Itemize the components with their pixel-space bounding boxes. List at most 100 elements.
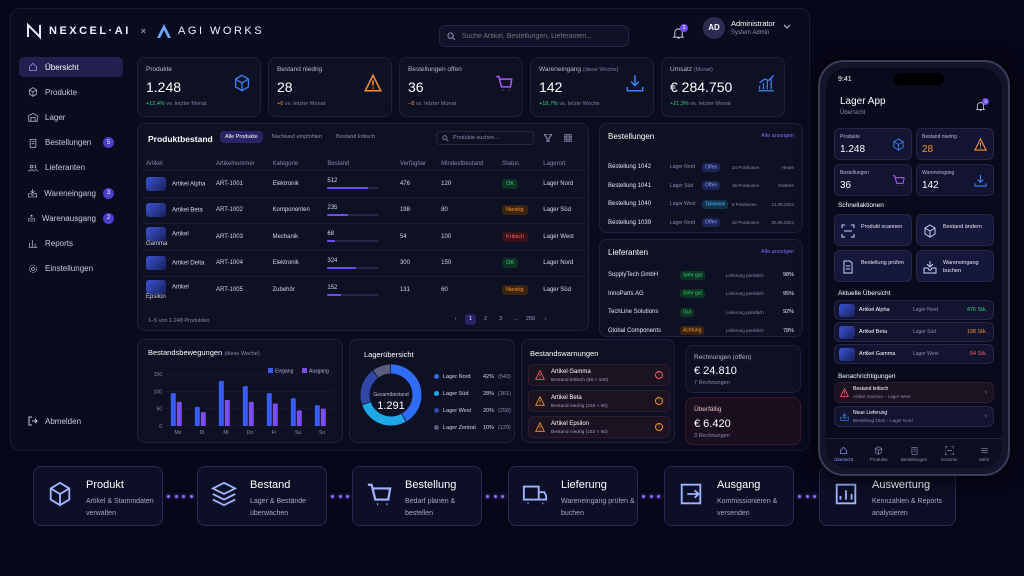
page-button[interactable]: 250 [525,316,536,322]
phone-kpi-title: Produkte [840,134,861,140]
phone-tab-3[interactable]: Scanner [932,439,967,468]
stock-search[interactable]: Produkte suchen... [436,131,534,145]
sidebar-item-produkte[interactable]: Produkte [19,82,123,102]
phone-current-row[interactable]: Artikel Gamma Lager West 54 Stk. [834,344,994,364]
quick-action-button[interactable]: Wareneingang buchen [916,250,994,282]
phone-tab-4[interactable]: Mehr [967,439,1002,468]
filter-tab-0[interactable]: Alle Produkte [220,131,263,143]
global-search[interactable] [439,25,629,47]
sidebar-item-reports[interactable]: Reports [19,233,123,253]
pipeline-step-lieferung[interactable]: Lieferung Wareneingang prüfen & buchen [508,466,638,526]
phone-kpi-card[interactable]: Produkte 1.248 [834,128,912,160]
kpi-card-0[interactable]: Produkte 1.248 +12,4% vs. letzter Monat [137,57,261,117]
table-row[interactable]: Artikel Gamma ART-1003 Mechanik 68 54 100 Krit… [142,223,586,250]
orders-show-all-link[interactable]: Alle anzeigen [760,133,794,139]
column-header[interactable]: Verfügbar [399,161,426,167]
column-header[interactable]: Kategorie [272,161,299,167]
order-row[interactable]: Bestellung 1041 Lager Süd Offen 15 Position… [608,177,794,195]
nexcel-logo-icon [27,22,41,40]
open-invoices-card[interactable]: Rechnungen (offen) € 24.810 7 Rechnungen [685,345,801,393]
order-row[interactable]: Bestellung 1042 Lager Nord Offen 24 Positio… [608,158,794,176]
column-header[interactable]: Artikelnummer [216,161,255,167]
page-button[interactable]: ... [513,316,518,322]
table-row[interactable]: Artikel Beta ART-1002 Komponenten 235 198 80 N… [142,196,586,224]
sidebar-item-lieferanten[interactable]: Lieferanten [19,158,123,178]
supplier-row[interactable]: Global Components Achtung Lieferung pünktl… [608,322,794,340]
kpi-card-3[interactable]: Wareneingang (diese Woche) 142 +18,7% vs. … [530,57,654,117]
column-header[interactable]: Status [502,161,520,167]
suppliers-show-all-link[interactable]: Alle anzeigen [760,249,794,255]
page-button[interactable]: › [544,316,547,322]
supplier-row[interactable]: SupplyTech GmbH Sehr gut Lieferung pünktli… [608,266,794,284]
phone-notification-item[interactable]: Neue Lieferung Bestellung 1042 – Lager No… [834,406,994,427]
warning-item[interactable]: Artikel Epsilon Bestand niedrig (152 < 60… [528,416,670,438]
sidebar-item-warenausgang[interactable]: Warenausgang 2 [19,208,123,228]
phone-kpi-card[interactable]: Bestand niedrig 28 [916,128,994,160]
warning-item[interactable]: Artikel Beta Bestand niedrig (235 < 80)! [528,390,670,412]
column-header[interactable]: Artikel [146,161,163,167]
sidebar-item-lager[interactable]: Lager [19,107,123,127]
phone-current-row[interactable]: Artikel Beta Lager Süd 198 Stk. [834,322,994,342]
warning-item[interactable]: Artikel Gamma Bestand kritisch (68 < 100)… [528,364,670,386]
phone-tab-label: Scanner [940,456,958,462]
phone-tab-0[interactable]: Übersicht [826,439,861,468]
pipeline-step-bestellung[interactable]: Bestellung Bedarf planen & bestellen [352,466,482,526]
sidebar-item-einstellungen[interactable]: Einstellungen [19,259,123,279]
sidebar-item-übersicht[interactable]: Übersicht [19,57,123,77]
chevron-down-icon[interactable] [783,24,791,30]
phone-tab-2[interactable]: Bestellungen [896,439,931,468]
filter-tab-2[interactable]: Bestand kritisch [336,134,375,140]
kpi-icon-wrap [495,74,513,92]
filter-icon[interactable] [544,134,552,142]
kpi-title-text: Umsatz [670,66,693,73]
kpi-card-1[interactable]: Bestand niedrig 28 +6 vs. letzter Monat [268,57,392,117]
bar-eingang [242,386,248,426]
column-header[interactable]: Mindestbestand [441,161,484,167]
pipeline-step-produkt[interactable]: Produkt Artikel & Stammdaten verwalten [33,466,163,526]
table-row[interactable]: Artikel Delta ART-1004 Elektronik 324 300 150… [142,249,586,277]
pipeline-step-bestand[interactable]: Bestand Lager & Bestände überwachen [197,466,327,526]
column-header[interactable]: Bestand [327,161,350,167]
table-row[interactable]: Artikel Alpha ART-1001 Elektronik 512 476 120… [142,170,586,197]
search-input[interactable] [461,32,621,40]
sidebar-item-bestellungen[interactable]: Bestellungen 5 [19,133,123,153]
page-button[interactable]: 3 [498,316,503,322]
quick-action-button[interactable]: Bestand ändern [916,214,994,246]
phone-notification-item[interactable]: Bestand kritisch Artikel Gamma – Lager We… [834,382,994,403]
phone-tab-1[interactable]: Produkte [861,439,896,468]
warning-info-icon[interactable]: ! [655,371,663,379]
filter-tab-1[interactable]: Nachkauf empfohlen [271,134,323,140]
notification-button[interactable]: 3 [670,23,688,41]
page-button[interactable]: ‹ [454,316,457,322]
stock-search-placeholder: Produkte suchen... [453,135,499,141]
page-button[interactable]: 1 [465,314,476,325]
phone-kpi-card[interactable]: Bestellungen 36 [834,164,912,196]
warning-info-icon[interactable]: ! [655,423,663,431]
supplier-row[interactable]: TechLine Solutions Gut Lieferung pünktlich… [608,303,794,321]
table-row[interactable]: Artikel Epsilon ART-1005 Zubehör 152 131 60 Ni… [142,276,586,303]
kpi-card-4[interactable]: Umsatz (Monat) € 284.750 +21,3% vs. letzte… [661,57,785,117]
pipeline-step-ausgang[interactable]: Ausgang Kommissionieren & versenden [664,466,794,526]
logout-button[interactable]: Abmelden [19,411,123,431]
column-header[interactable]: Lagerort [543,161,566,167]
phone-current-row[interactable]: Artikel Alpha Lager Nord 476 Stk. [834,300,994,320]
logout-label: Abmelden [45,416,82,426]
overdue-invoices-card[interactable]: Überfällig € 6.420 3 Rechnungen [685,397,801,445]
kpi-title: Bestellungen offen [408,66,514,73]
avatar[interactable]: AD [703,17,725,39]
page-button[interactable]: 2 [483,316,488,322]
kpi-card-2[interactable]: Bestellungen offen 36 −8 vs. letzter Mona… [399,57,523,117]
order-row[interactable]: Bestellung 1040 Lager West Teilweise 8 Posi… [608,195,794,213]
supplier-row[interactable]: InnoParts AG Sehr gut Lieferung pünktlich 9… [608,285,794,303]
supplier-name: SupplyTech GmbH [608,272,659,278]
phone-kpi-card[interactable]: Wareneingang 142 [916,164,994,196]
warning-info-icon[interactable]: ! [655,397,663,405]
quick-action-button[interactable]: Produkt scannen [834,214,912,246]
sidebar-item-wareneingang[interactable]: Wareneingang 3 [19,183,123,203]
order-row[interactable]: Bestellung 1039 Lager Nord Offen 32 Positio… [608,214,794,232]
quick-action-button[interactable]: Bestellung prüfen [834,250,912,282]
phone-notification-button[interactable]: 3 [975,98,989,112]
agi-logo-icon [157,24,172,38]
grid-view-icon[interactable] [564,134,572,142]
product-available: 198 [395,196,438,224]
